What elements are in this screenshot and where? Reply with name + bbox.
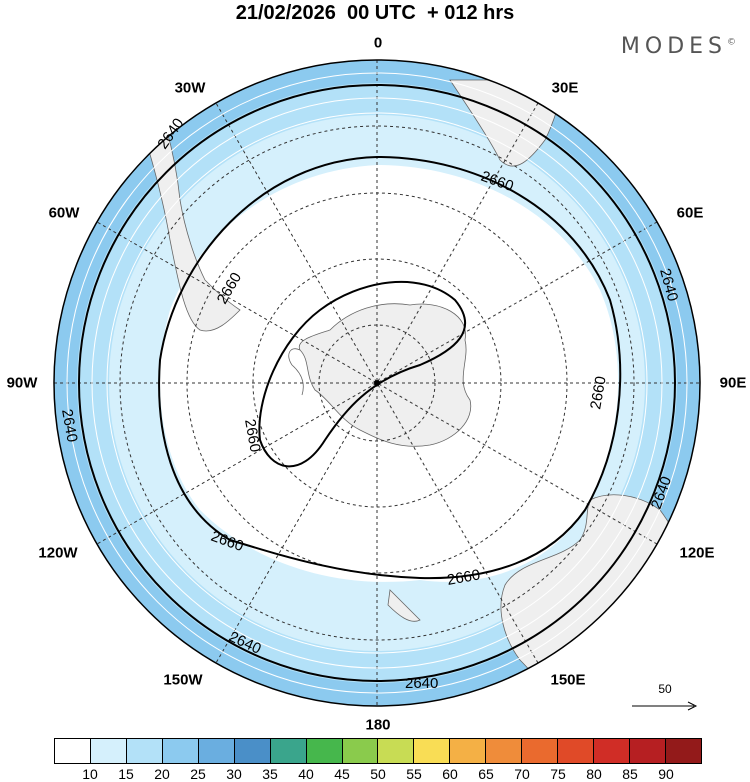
antarctica-land (298, 303, 472, 447)
colorbar-segment (126, 739, 163, 763)
longitude-label-0: 0 (373, 34, 383, 52)
arrow-right-icon (632, 701, 698, 711)
longitude-label-60w: 60W (48, 204, 80, 222)
reference-vector-value: 50 (658, 682, 672, 696)
longitude-label-90e: 90E (719, 374, 747, 392)
colorbar-tick-label: 15 (118, 766, 134, 782)
contour-2660-inner (258, 280, 467, 468)
colorbar-tick-label: 50 (370, 766, 386, 782)
longitude-label-120e: 120E (679, 544, 715, 562)
contour-label: 2660 (446, 566, 482, 589)
longitude-label-150w: 150W (163, 671, 203, 689)
longitude-label-120w: 120W (38, 544, 78, 562)
colorbar-segment (486, 739, 523, 763)
colorbar-segment (234, 739, 271, 763)
colorbar-tick-label: 30 (226, 766, 242, 782)
colorbar-tick-label: 20 (154, 766, 170, 782)
colorbar-tick-label: 45 (334, 766, 350, 782)
brand-mark: © (727, 37, 736, 48)
colorbar-tick-label: 60 (442, 766, 458, 782)
contour-label: 2660 (241, 418, 264, 454)
colorbar-tick-label: 75 (550, 766, 566, 782)
colorbar-tick-label: 35 (262, 766, 278, 782)
colorbar-tick-label: 65 (478, 766, 494, 782)
longitude-label-30e: 30E (551, 79, 579, 97)
colorbar-segment (414, 739, 451, 763)
polar-map: 2640 2660 2660 2640 2640 2660 2660 2640 … (53, 59, 701, 707)
geopotential-contours (78, 84, 676, 682)
colorbar-segment (55, 739, 91, 763)
colorbar-segment (594, 739, 630, 763)
colorbar-segment (450, 739, 487, 763)
map-boundary (53, 59, 701, 707)
contour-2640 (78, 84, 676, 682)
longitude-label-150e: 150E (550, 671, 586, 689)
contour-label: 2640 (58, 408, 81, 444)
colorbar-segment (270, 739, 307, 763)
reference-vector: 50 (630, 682, 700, 721)
colorbar-tick-label: 90 (658, 766, 674, 782)
brand-logo: MODES© (621, 34, 736, 59)
colorbar-segment (162, 739, 199, 763)
colorbar-tick-label: 70 (514, 766, 530, 782)
colorbar-tick-label: 10 (82, 766, 98, 782)
colorbar-segment (90, 739, 127, 763)
new-zealand-land (387, 589, 421, 622)
colorbar-segment (378, 739, 415, 763)
longitude-label-60e: 60E (676, 204, 704, 222)
contour-label: 2660 (587, 375, 610, 411)
colorbar-segment (306, 739, 343, 763)
colorbar (54, 738, 702, 764)
colorbar-tick-label: 80 (586, 766, 602, 782)
contour-label: 2640 (405, 675, 438, 692)
contour-2660-outer (158, 155, 622, 580)
colorbar-segment (522, 739, 559, 763)
south-pole-marker (374, 380, 380, 386)
colorbar-segment (665, 739, 701, 763)
colorbar-segment (198, 739, 235, 763)
colorbar-tick-label: 25 (190, 766, 206, 782)
colorbar-segment (630, 739, 666, 763)
antarctic-peninsula (288, 348, 304, 396)
longitude-label-90w: 90W (6, 374, 38, 392)
longitude-label-30w: 30W (174, 79, 206, 97)
longitude-label-180: 180 (365, 716, 391, 734)
colorbar-tick-label: 55 (406, 766, 422, 782)
colorbar-segment (558, 739, 595, 763)
wind-streamlines (66, 72, 688, 694)
brand-text: MODES (620, 34, 727, 59)
colorbar-ticks: 10 15 20 25 30 35 40 45 50 55 60 65 70 75 80 85 90 (54, 766, 702, 782)
colorbar-tick-label: 85 (622, 766, 638, 782)
colorbar-tick-label: 40 (298, 766, 314, 782)
map-title: 21/02/2026 00 UTC + 012 hrs (235, 2, 515, 24)
colorbar-segment (342, 739, 379, 763)
